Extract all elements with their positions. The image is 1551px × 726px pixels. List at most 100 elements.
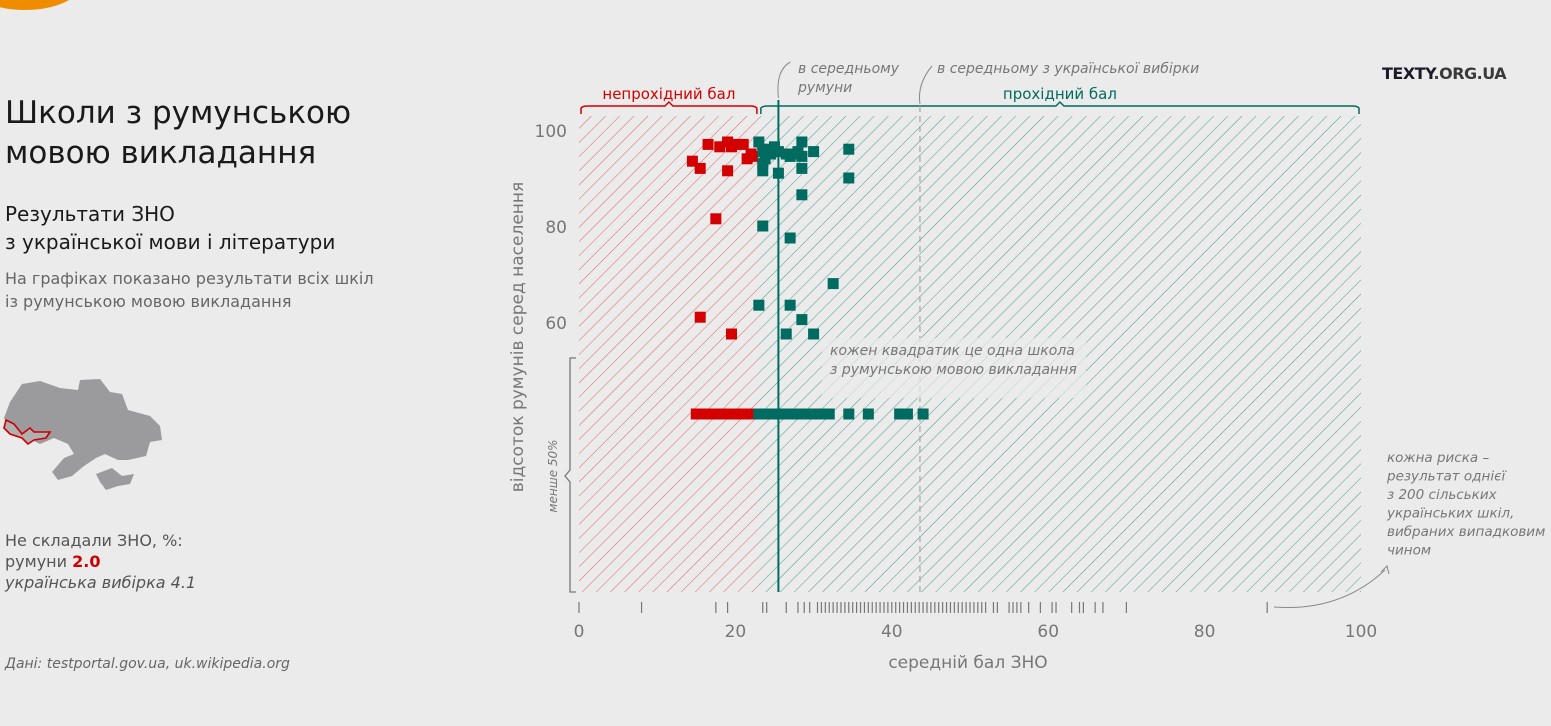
- map-mainland: [4, 379, 162, 480]
- reference-arrow-1: [918, 65, 933, 105]
- school-point-pass: [772, 167, 784, 179]
- school-point-pass: [796, 189, 808, 201]
- school-point-pass: [808, 146, 820, 158]
- zone-label-1: прохідний бал: [1003, 85, 1117, 103]
- school-point-below-50-pass: [792, 408, 804, 420]
- school-point-below-50-pass: [862, 408, 874, 420]
- rug-note-arrowhead: [1380, 565, 1390, 575]
- school-point-below-50-pass: [753, 408, 765, 420]
- school-point-below-50-pass: [901, 408, 913, 420]
- school-point-fail: [694, 311, 706, 323]
- description: На графіках показано результати всіх шкі…: [5, 267, 374, 313]
- school-point-pass: [757, 165, 769, 177]
- x-tick-label: 100: [1345, 622, 1377, 642]
- rug-note-line: з 200 сільських: [1387, 487, 1498, 503]
- school-point-fail: [686, 155, 698, 167]
- stats-ukrainian-label: українська вибірка: [5, 573, 166, 592]
- school-point-pass: [753, 136, 765, 148]
- zone-bracket-1: [760, 100, 1360, 114]
- data-source: Дані: testportal.gov.ua, uk.wikipedia.or…: [5, 656, 290, 672]
- zone-fail: [579, 116, 759, 592]
- less-50-bracket: [564, 357, 576, 593]
- school-point-pass: [808, 328, 820, 340]
- school-point-below-50-pass: [808, 408, 820, 420]
- school-point-below-50-pass: [917, 408, 929, 420]
- school-point-pass: [753, 299, 765, 311]
- stats-label: Не складали ЗНО, %:: [5, 531, 183, 550]
- school-point-below-50-fail: [745, 408, 757, 420]
- subtitle-line-2: з української мови і літератури: [5, 230, 336, 254]
- school-point-pass: [757, 220, 769, 232]
- school-point-pass: [772, 146, 784, 158]
- school-point-below-50-pass: [823, 408, 835, 420]
- ref-label-ukrainian: в середньому з української вибірки: [937, 61, 1199, 77]
- school-point-pass: [765, 148, 777, 160]
- school-point-fail: [722, 165, 734, 177]
- rug-note-line: кожна риска –: [1387, 450, 1489, 466]
- x-tick-label: 20: [725, 622, 747, 642]
- school-point-below-50-pass: [784, 408, 796, 420]
- school-point-pass: [843, 172, 855, 184]
- y-tick-label: 100: [535, 122, 567, 142]
- school-point-below-50-fail: [714, 408, 726, 420]
- school-point-fail: [702, 138, 714, 150]
- school-point-below-50-fail: [698, 408, 710, 420]
- note-background: [822, 338, 1086, 398]
- ukraine-map-icon: [3, 379, 162, 490]
- zone-bracket-0: [580, 100, 758, 114]
- school-point-fail: [725, 328, 737, 340]
- no-exam-stats: Не складали ЗНО, %: румуни 2.0 українськ…: [5, 530, 196, 593]
- school-point-pass: [796, 150, 808, 162]
- x-tick-label: 40: [881, 622, 903, 642]
- zone-label-0: непрохідний бал: [602, 85, 735, 103]
- x-tick-label: 80: [1194, 622, 1216, 642]
- reference-arrow-0: [777, 61, 791, 99]
- subtitle-line-1: Результати ЗНО: [5, 202, 175, 226]
- school-point-fail: [747, 150, 759, 162]
- school-point-below-50-pass: [894, 408, 906, 420]
- stats-ukrainian-value: 4.1: [170, 573, 197, 592]
- title-line-2: мовою викладання: [5, 135, 317, 171]
- school-point-pass: [784, 299, 796, 311]
- x-tick-label: 0: [574, 622, 585, 642]
- map-crimea: [96, 468, 134, 490]
- school-point-pass: [796, 136, 808, 148]
- school-point-pass: [796, 162, 808, 174]
- rug-note-arrow: [1273, 569, 1386, 609]
- y-tick-label: 80: [545, 218, 567, 238]
- rug-note-line: вибраних випадковим: [1387, 524, 1545, 540]
- school-point-below-50-fail: [729, 408, 741, 420]
- map-highlight-region: [3, 418, 52, 446]
- school-point-below-50-pass: [776, 408, 788, 420]
- school-point-below-50-fail: [690, 408, 702, 420]
- x-tick-label: 60: [1037, 622, 1059, 642]
- school-point-below-50-fail: [722, 408, 734, 420]
- school-point-fail: [694, 162, 706, 174]
- ref-label-romanians-1: в середньому: [798, 61, 900, 77]
- school-point-fail: [714, 141, 726, 153]
- school-point-pass: [827, 278, 839, 290]
- school-point-pass: [757, 158, 769, 170]
- ref-label-romanians-2: румуни: [797, 80, 852, 96]
- page-title: Школи з румунською мовою викладання: [5, 93, 351, 173]
- stats-romanians-label: румуни: [5, 552, 68, 571]
- school-point-below-50-pass: [843, 408, 855, 420]
- brand-part-2: .ORG.UA: [1433, 64, 1507, 83]
- y-tick-label: 60: [545, 314, 567, 334]
- stats-romanians-value: 2.0: [72, 552, 101, 571]
- school-point-below-50-pass: [815, 408, 827, 420]
- rug-note-line: чином: [1387, 543, 1431, 559]
- rug-note-line: українських шкіл,: [1386, 506, 1514, 522]
- school-point-fail: [729, 138, 741, 150]
- squares-note-2: з румунською мовою викладання: [830, 362, 1077, 378]
- school-point-below-50-pass: [800, 408, 812, 420]
- brand-logo[interactable]: TEXTY.ORG.UA: [1382, 64, 1507, 83]
- school-point-fail: [710, 213, 722, 225]
- description-line-1: На графіках показано результати всіх шкі…: [5, 269, 374, 288]
- school-point-below-50-fail: [706, 408, 718, 420]
- y-axis-label: відсоток румунів серед населення: [508, 182, 528, 493]
- title-line-1: Школи з румунською: [5, 95, 352, 131]
- squares-note-1: кожен квадратик це одна школа: [830, 343, 1075, 359]
- school-point-below-50-fail: [737, 408, 749, 420]
